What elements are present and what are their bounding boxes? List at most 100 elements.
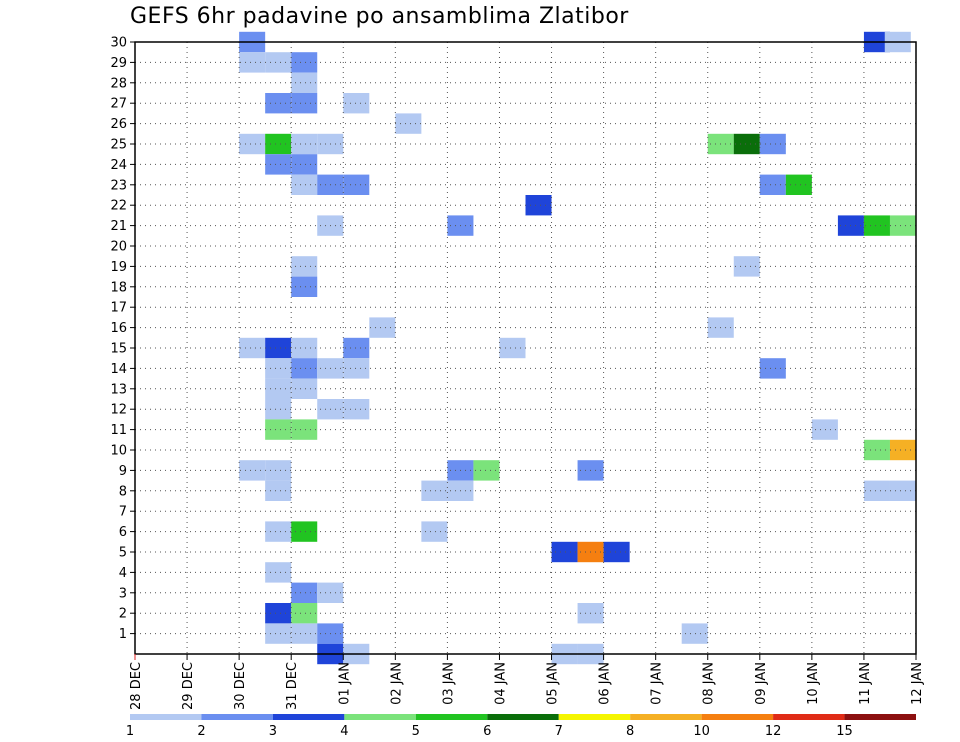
x-tick-label: 03 JAN (441, 662, 456, 705)
heatmap-cell (733, 256, 760, 277)
heatmap-cell (681, 623, 708, 644)
heatmap-cell (265, 623, 292, 644)
y-tick-label: 13 (110, 382, 127, 397)
x-tick-label: 30 DEC (233, 662, 248, 710)
heatmap-cell (369, 317, 396, 338)
heatmap-cell (785, 174, 812, 195)
heatmap-cell (291, 174, 318, 195)
y-tick-label: 2 (119, 607, 127, 622)
heatmap-cell (759, 174, 786, 195)
heatmap-cell (291, 52, 318, 73)
x-tick-label: 12 JAN (910, 662, 925, 705)
colorbar-label: 15 (836, 724, 853, 739)
y-tick-label: 29 (110, 56, 127, 71)
x-tick-label: 01 JAN (337, 662, 352, 705)
heatmap-cell (265, 399, 292, 420)
y-tick-label: 8 (119, 484, 127, 499)
x-tick-label: 10 JAN (806, 662, 821, 705)
y-tick-label: 14 (110, 362, 127, 377)
y-tick-label: 27 (110, 97, 127, 112)
y-tick-label: 17 (110, 301, 127, 316)
heatmap-cell (733, 133, 760, 155)
colorbar-segment (487, 714, 559, 720)
x-tick-label: 09 JAN (754, 662, 769, 705)
heatmap-cell (343, 174, 370, 195)
x-tick-label: 11 JAN (858, 662, 873, 705)
heatmap-cell (863, 215, 890, 236)
y-tick-label: 22 (110, 199, 127, 214)
y-tick-label: 19 (110, 260, 127, 275)
y-tick-label: 4 (119, 566, 127, 581)
heatmap-cell (291, 419, 318, 440)
colorbar-segment (201, 714, 273, 720)
y-tick-label: 12 (110, 403, 127, 418)
heatmap-cell (863, 439, 890, 461)
y-tick-label: 21 (110, 219, 127, 234)
x-tick-label: 04 JAN (493, 662, 508, 705)
y-tick-label: 24 (110, 158, 127, 173)
colorbar-segment (701, 714, 774, 720)
y-tick-label: 23 (110, 178, 127, 193)
heatmap-cell (265, 603, 292, 624)
heatmap-cell (265, 419, 292, 440)
y-tick-label: 26 (110, 117, 127, 132)
heatmap-cell (291, 256, 318, 277)
heatmap-cell (239, 460, 266, 481)
colorbar-segment (344, 714, 416, 720)
x-tick-label: 06 JAN (598, 662, 613, 705)
heatmap-cell (889, 480, 916, 501)
heatmap-cell (265, 562, 292, 583)
heatmap-cell (291, 72, 318, 93)
heatmap-cell (811, 419, 838, 440)
heatmap-cell (291, 358, 318, 379)
y-tick-label: 7 (119, 505, 127, 520)
heatmap-cell (343, 399, 370, 420)
colorbar-segment (415, 714, 488, 720)
colorbar-label: 5 (412, 724, 420, 739)
y-tick-label: 18 (110, 280, 127, 295)
heatmap-cell (265, 358, 292, 379)
heatmap-cell (291, 133, 318, 155)
heatmap-cell (265, 133, 292, 155)
heatmap-cell (291, 582, 318, 603)
heatmap-cell (499, 337, 526, 359)
y-tick-label: 10 (110, 444, 127, 459)
x-tick-label: 05 JAN (546, 662, 561, 705)
y-tick-label: 5 (119, 546, 127, 561)
x-tick-label: 28 DEC (129, 662, 144, 710)
y-tick-label: 3 (119, 586, 127, 601)
colorbar-label: 3 (269, 724, 277, 739)
heatmap-cell (291, 93, 318, 114)
y-tick-label: 20 (110, 240, 127, 255)
colorbar-label: 1 (126, 724, 134, 739)
heatmap-cell (291, 623, 318, 644)
heatmap-cell (473, 460, 500, 481)
heatmap-cell (343, 93, 370, 114)
colorbar-label: 12 (765, 724, 782, 739)
heatmap-cell (291, 603, 318, 624)
y-tick-label: 9 (119, 464, 127, 479)
heatmap-cell (291, 154, 318, 175)
heatmap-cell (889, 215, 916, 236)
heatmap-cell (759, 358, 786, 379)
colorbar-segment (844, 714, 916, 720)
y-tick-label: 16 (110, 321, 127, 336)
y-tick-label: 15 (110, 342, 127, 357)
colorbar-segment (630, 714, 702, 720)
heatmap-cell (291, 378, 318, 399)
y-tick-label: 11 (110, 423, 127, 438)
heatmap-cell (291, 521, 318, 542)
y-tick-label: 6 (119, 525, 127, 540)
heatmap-cell (889, 439, 916, 461)
x-tick-label: 02 JAN (389, 662, 404, 705)
heatmap-cell (291, 276, 318, 297)
x-tick-label: 08 JAN (702, 662, 717, 705)
colorbar-label: 7 (555, 724, 563, 739)
heatmap-cell (343, 337, 370, 359)
heatmap-cell (525, 195, 552, 216)
chart-title: GEFS 6hr padavine po ansamblima Zlatibor (130, 4, 629, 29)
heatmap-cell (265, 154, 292, 175)
colorbar-label: 4 (340, 724, 348, 739)
colorbar-label: 10 (693, 724, 710, 739)
x-tick-label: 31 DEC (285, 662, 300, 710)
